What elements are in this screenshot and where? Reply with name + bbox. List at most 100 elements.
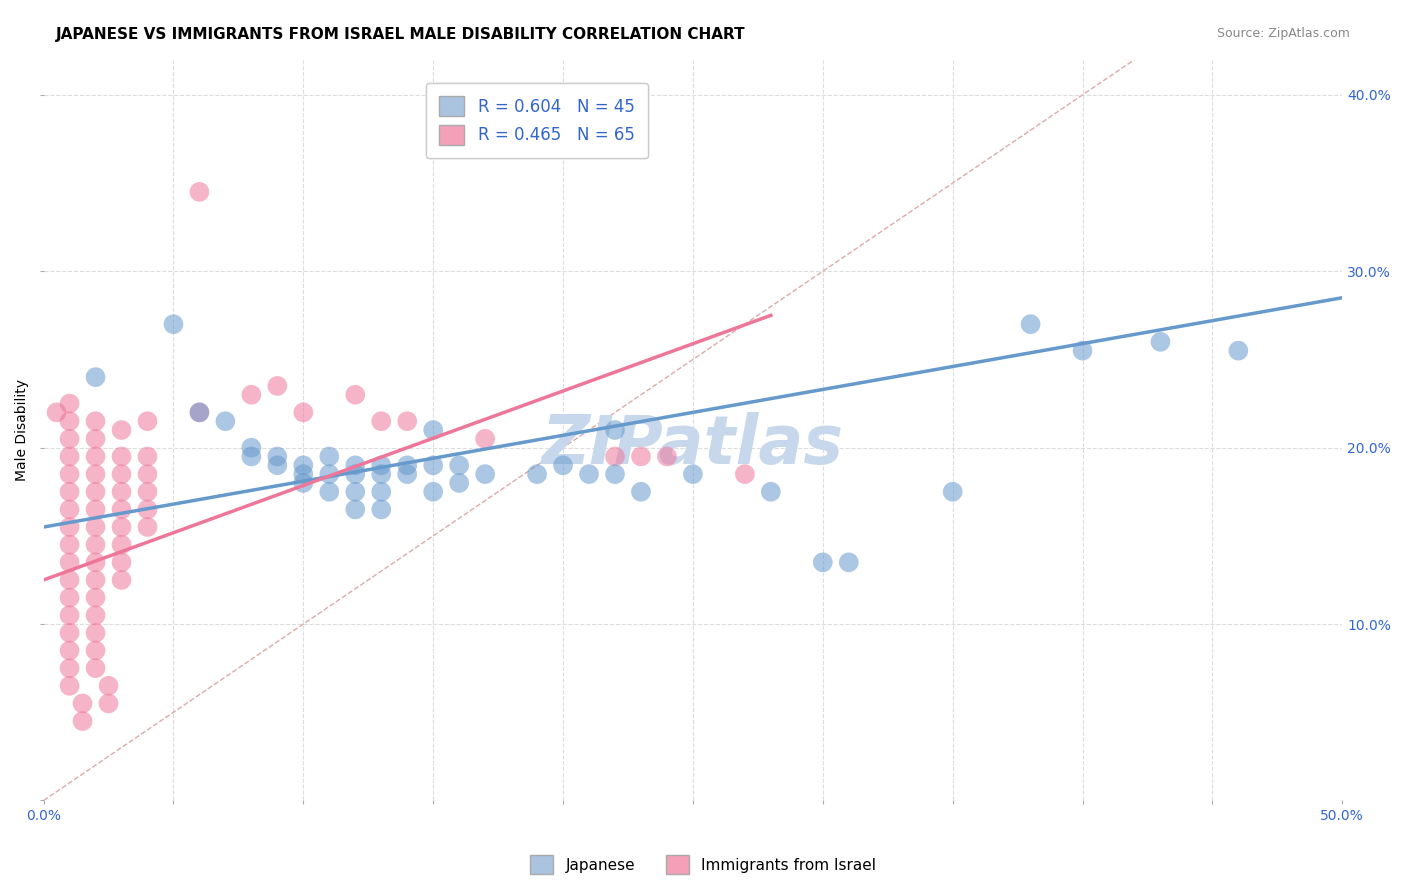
Point bbox=[240, 441, 263, 455]
Point bbox=[474, 467, 496, 482]
Point bbox=[84, 450, 107, 464]
Legend: R = 0.604   N = 45, R = 0.465   N = 65: R = 0.604 N = 45, R = 0.465 N = 65 bbox=[426, 83, 648, 159]
Point bbox=[266, 379, 288, 393]
Point bbox=[84, 467, 107, 482]
Point bbox=[370, 467, 392, 482]
Point bbox=[1227, 343, 1250, 358]
Text: ZIPatlas: ZIPatlas bbox=[541, 412, 844, 478]
Point bbox=[84, 414, 107, 428]
Point bbox=[655, 450, 678, 464]
Point bbox=[84, 502, 107, 516]
Point bbox=[240, 450, 263, 464]
Legend: Japanese, Immigrants from Israel: Japanese, Immigrants from Israel bbox=[524, 849, 882, 880]
Point bbox=[526, 467, 548, 482]
Point bbox=[58, 414, 80, 428]
Point bbox=[240, 388, 263, 402]
Point bbox=[1149, 334, 1171, 349]
Point bbox=[422, 458, 444, 473]
Point bbox=[84, 591, 107, 605]
Point bbox=[344, 502, 367, 516]
Point bbox=[84, 626, 107, 640]
Point bbox=[1071, 343, 1094, 358]
Point bbox=[136, 467, 159, 482]
Point bbox=[84, 555, 107, 569]
Point bbox=[292, 475, 315, 490]
Point bbox=[97, 697, 120, 711]
Point bbox=[45, 405, 67, 419]
Point bbox=[603, 450, 626, 464]
Point bbox=[58, 591, 80, 605]
Point bbox=[292, 458, 315, 473]
Point bbox=[84, 484, 107, 499]
Point bbox=[551, 458, 574, 473]
Point bbox=[84, 538, 107, 552]
Point bbox=[266, 450, 288, 464]
Point bbox=[110, 520, 132, 534]
Point bbox=[84, 432, 107, 446]
Point bbox=[72, 697, 94, 711]
Point bbox=[603, 467, 626, 482]
Point bbox=[58, 661, 80, 675]
Point bbox=[603, 423, 626, 437]
Y-axis label: Male Disability: Male Disability bbox=[15, 379, 30, 481]
Point bbox=[449, 475, 471, 490]
Point bbox=[344, 388, 367, 402]
Point bbox=[942, 484, 965, 499]
Point bbox=[318, 484, 340, 499]
Point bbox=[58, 573, 80, 587]
Point bbox=[110, 450, 132, 464]
Point bbox=[58, 520, 80, 534]
Point bbox=[811, 555, 834, 569]
Text: JAPANESE VS IMMIGRANTS FROM ISRAEL MALE DISABILITY CORRELATION CHART: JAPANESE VS IMMIGRANTS FROM ISRAEL MALE … bbox=[56, 27, 745, 42]
Point bbox=[58, 396, 80, 410]
Point bbox=[344, 484, 367, 499]
Point bbox=[318, 450, 340, 464]
Point bbox=[344, 458, 367, 473]
Point bbox=[110, 502, 132, 516]
Point bbox=[344, 467, 367, 482]
Point bbox=[422, 423, 444, 437]
Point bbox=[214, 414, 236, 428]
Point bbox=[58, 450, 80, 464]
Point bbox=[759, 484, 782, 499]
Point bbox=[84, 573, 107, 587]
Point bbox=[396, 467, 419, 482]
Point bbox=[110, 423, 132, 437]
Point bbox=[292, 405, 315, 419]
Point bbox=[136, 414, 159, 428]
Point bbox=[318, 467, 340, 482]
Point bbox=[58, 467, 80, 482]
Point bbox=[292, 467, 315, 482]
Point bbox=[110, 484, 132, 499]
Point bbox=[136, 450, 159, 464]
Point bbox=[84, 643, 107, 657]
Point bbox=[578, 467, 600, 482]
Point bbox=[136, 520, 159, 534]
Point bbox=[58, 502, 80, 516]
Point bbox=[370, 414, 392, 428]
Point bbox=[136, 502, 159, 516]
Point bbox=[682, 467, 704, 482]
Point bbox=[110, 573, 132, 587]
Point bbox=[97, 679, 120, 693]
Point bbox=[58, 643, 80, 657]
Point bbox=[58, 432, 80, 446]
Point bbox=[58, 484, 80, 499]
Point bbox=[58, 555, 80, 569]
Point bbox=[188, 405, 211, 419]
Point bbox=[266, 458, 288, 473]
Point bbox=[136, 484, 159, 499]
Point bbox=[58, 679, 80, 693]
Point bbox=[630, 450, 652, 464]
Point bbox=[84, 520, 107, 534]
Point bbox=[1019, 317, 1042, 331]
Point bbox=[422, 484, 444, 499]
Point bbox=[110, 538, 132, 552]
Point bbox=[58, 626, 80, 640]
Point bbox=[72, 714, 94, 728]
Point bbox=[188, 185, 211, 199]
Point bbox=[84, 608, 107, 623]
Point bbox=[396, 414, 419, 428]
Point bbox=[396, 458, 419, 473]
Point bbox=[110, 555, 132, 569]
